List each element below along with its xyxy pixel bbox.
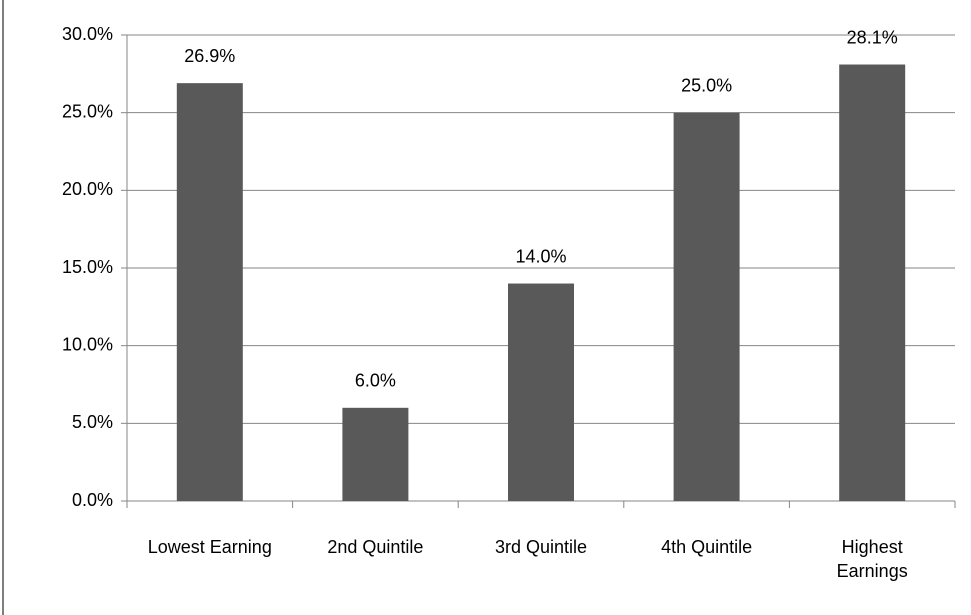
y-tick-label: 30.0% <box>62 24 113 44</box>
y-tick-label: 15.0% <box>62 257 113 277</box>
bar <box>839 64 906 501</box>
chart-frame <box>2 0 4 615</box>
x-tick-label: 2nd Quintile <box>327 537 424 557</box>
x-tick-label: 3rd Quintile <box>494 537 588 557</box>
x-tick-label: Lowest Earning <box>147 537 272 557</box>
y-tick-label: 5.0% <box>72 412 113 432</box>
y-tick-label: 20.0% <box>62 179 113 199</box>
data-label: 25.0% <box>681 75 732 95</box>
data-label: 28.1% <box>847 27 898 47</box>
bar <box>508 283 574 501</box>
bar <box>176 83 243 502</box>
data-label: 26.9% <box>184 46 235 66</box>
y-tick-label: 0.0% <box>72 490 113 510</box>
bar <box>342 407 409 501</box>
data-label: 6.0% <box>355 371 396 391</box>
x-tick-label: Highest Earnings <box>836 537 908 581</box>
y-tick-label: 25.0% <box>62 101 113 121</box>
bar <box>673 112 740 502</box>
data-label: 14.0% <box>515 246 566 266</box>
x-tick-label: 4th Quintile <box>661 537 753 557</box>
y-tick-label: 10.0% <box>62 334 113 354</box>
